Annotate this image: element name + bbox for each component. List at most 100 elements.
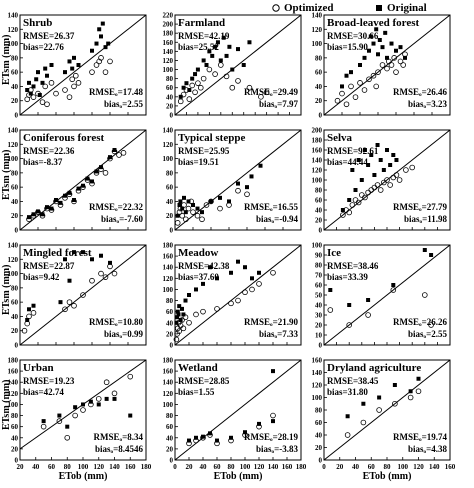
optimized-point [327,307,334,313]
y-tick-label: 100 [312,394,323,402]
optimized-point [111,270,118,277]
optimized-point [207,432,213,438]
original-point [361,401,366,406]
optimized-point [218,62,224,68]
x-tick-label: 40 [352,463,360,471]
original-point [236,259,240,264]
optimized-point [396,177,403,183]
original-point [372,173,377,177]
y-tick-label: 100 [312,40,323,48]
y-tick-label: 100 [8,155,19,163]
y-tick-label: 0 [170,227,174,235]
rmse-original: RMSE=30.66 [327,31,379,41]
bias-original: bias=22.76 [23,42,64,52]
y-tick-label: 0 [319,342,323,350]
original-point [45,73,49,78]
original-point [362,55,367,60]
optimized-point [391,55,398,61]
y-tick-label: 120 [312,382,323,390]
panel-coniferous-forest: 0 20 40 60 80 100 120 140 Coniferous forest RMSE=… [8,127,147,235]
optimized-point [214,440,220,447]
original-point [175,213,180,218]
panel-title: Coniferous forest [23,132,105,144]
panel-title: Urban [23,362,54,374]
y-tick-label: 100 [163,66,174,74]
optimized-point [176,209,183,215]
y-tick-label: 0 [15,112,19,120]
panel-title: Typical steppe [178,132,245,144]
panel-title: Selva [327,132,353,144]
y-tick-label: 120 [163,57,174,65]
original-point [49,206,54,211]
original-point [378,158,383,162]
x-tick-label: 0 [322,463,326,471]
x-tick-label: 140 [429,463,440,471]
y-axis-label: ETsm (mm) [1,150,12,200]
original-point [374,27,379,32]
optimized-point [228,437,234,444]
bias-original: bias=9.42 [23,272,60,282]
optimized-point [21,327,28,334]
panel-title: Mingled forest [23,247,92,259]
original-point [201,434,205,439]
optimized-point [344,432,351,438]
optimized-point [177,322,184,329]
bias-optimized: biasₒ=-7.60 [101,214,143,224]
y-tick-label: 80 [166,75,174,83]
x-axis-label: ETob (mm) [214,471,263,482]
optimized-point [30,94,37,100]
bias-original: bias=42.74 [23,387,64,397]
original-point [221,35,226,40]
optimized-point [89,180,95,187]
optimized-point [375,69,381,75]
original-point [183,298,188,303]
original-point [218,58,223,63]
one-to-one-line [323,359,451,461]
y-tick-label: 60 [315,419,323,427]
optimized-point [73,72,79,79]
optimized-point [93,170,100,176]
original-point [36,209,40,214]
original-point [408,389,413,394]
rmse-original: RMSE=38.45 [327,376,379,386]
one-to-one-line [323,244,451,346]
original-point [258,163,263,168]
x-tick-label: 160 [125,463,136,471]
optimized-point [80,407,86,413]
optimized-point [197,84,204,91]
original-point [210,53,215,58]
y-tick-label: 40 [11,434,19,442]
original-point [385,55,389,60]
bias-original: bias=37.60 [178,272,219,282]
original-point [369,153,374,157]
optimized-point [102,274,109,280]
original-point [178,199,183,204]
y-tick-label: 60 [11,184,19,192]
y-tick-label: 60 [166,84,174,92]
legend-optimized-marker [272,4,280,12]
original-point [31,212,36,217]
original-point [180,306,184,311]
optimized-point [35,90,41,97]
rmse-original: RMSE=26.37 [23,31,75,41]
y-tick-label: 0 [319,457,323,465]
optimized-point [107,58,113,65]
y-tick-label: 0 [319,227,323,235]
y-tick-label: 0 [170,342,174,350]
original-point [181,312,186,317]
x-tick-label: 100 [78,463,89,471]
y-tick-label: 40 [11,313,19,321]
original-point [200,210,204,215]
rmse-optimized: RMSEₒ=8.34 [94,432,144,442]
original-point [353,188,358,192]
bias-optimized: biasₒ=11.98 [404,214,447,224]
optimized-point [385,58,392,65]
original-point [398,45,403,50]
y-tick-label: 140 [312,369,323,377]
optimized-point [71,302,77,309]
rmse-optimized: RMSEₒ=22.32 [89,202,143,212]
optimized-point [102,170,109,176]
optimized-point [183,216,189,223]
y-tick-label: 40 [166,319,174,327]
optimized-point [53,90,59,97]
